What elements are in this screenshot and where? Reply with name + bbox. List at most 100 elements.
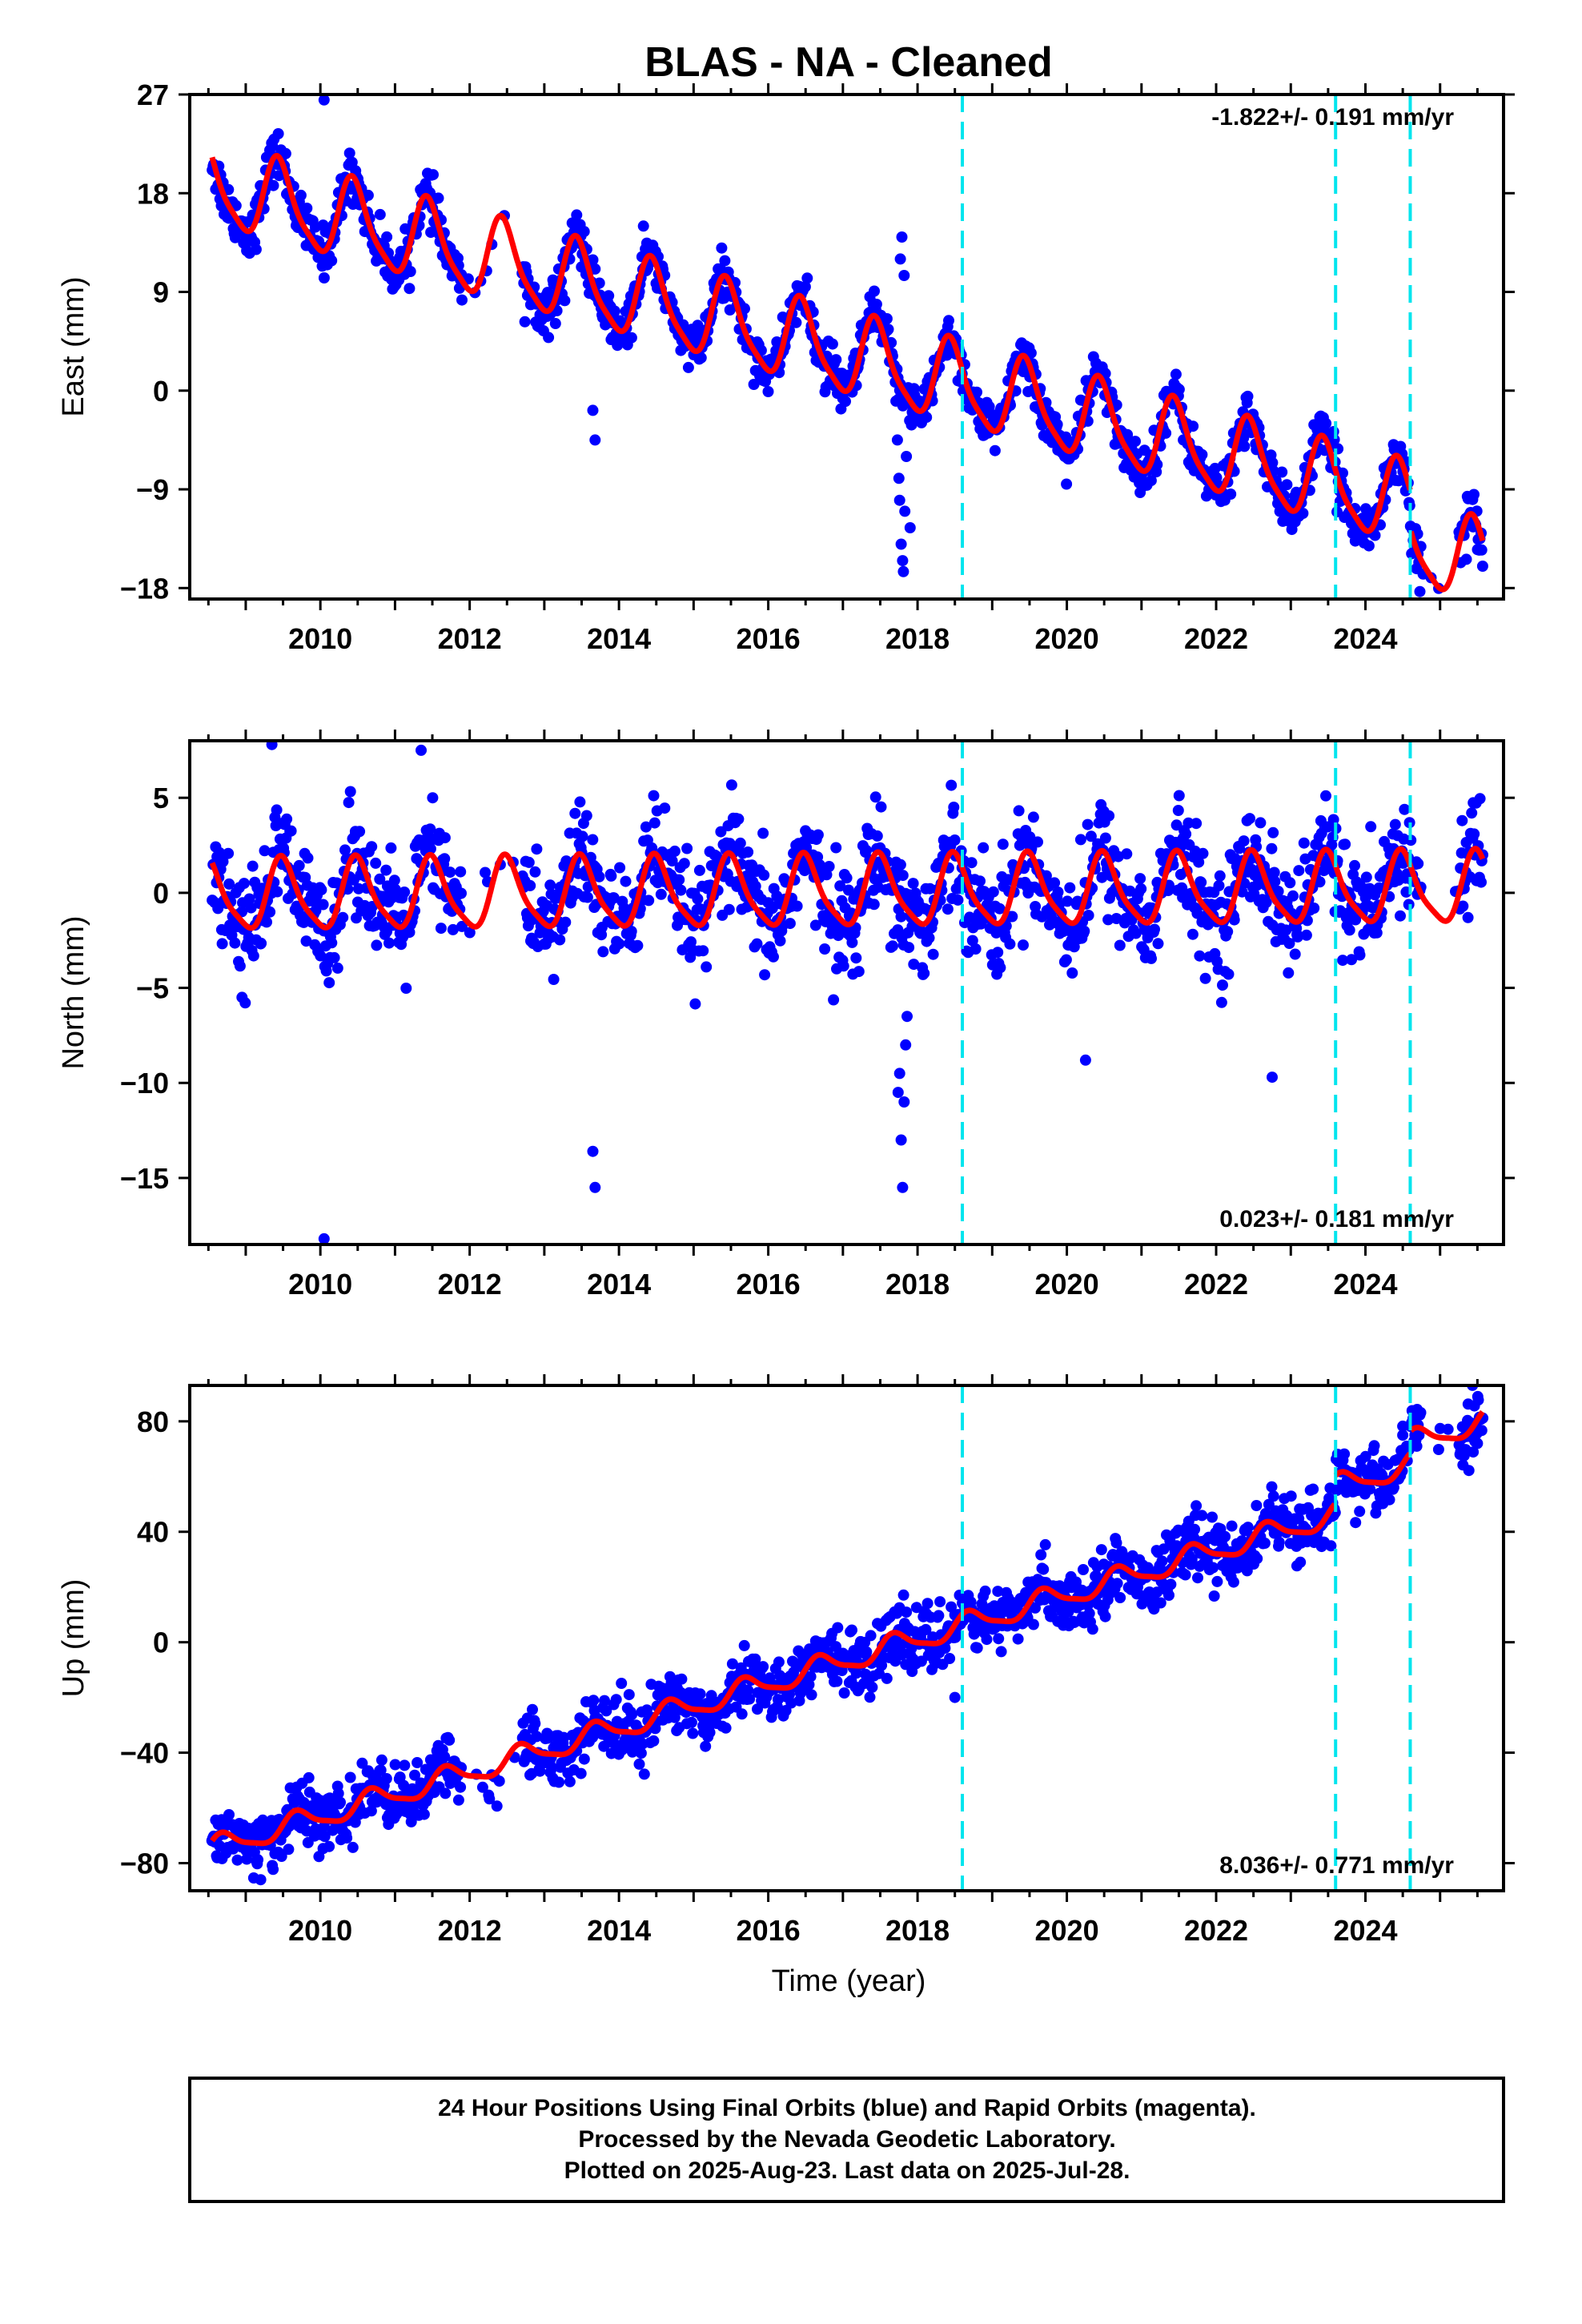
observation-point [315,950,327,962]
outlier-point [891,434,903,446]
observation-point [279,147,291,159]
observation-point [1354,949,1366,961]
observation-point [682,361,694,373]
outlier-point [587,1145,599,1157]
observation-point [704,1727,716,1739]
observation-point [1354,1506,1366,1518]
y-tick-label: 0 [153,877,169,910]
observation-point [1251,1500,1263,1511]
observation-point [865,1630,877,1642]
outlier-point [897,1181,909,1193]
observation-point [356,1757,368,1769]
observation-point [267,179,279,191]
observation-point [974,875,986,887]
observation-point [399,1759,411,1771]
observation-point [214,846,226,858]
observation-point [812,829,824,841]
observation-point [1468,489,1480,501]
observation-point [1082,910,1094,921]
observation-point [838,1687,850,1699]
observation-point [716,242,728,254]
observation-point [1339,1448,1351,1460]
observation-point [907,878,919,890]
observation-point [1213,880,1225,891]
observation-point [772,1694,784,1706]
observation-point [1360,871,1372,883]
observation-point [456,294,468,306]
observation-point [633,1758,645,1770]
x-axis-label: Time (year) [772,1964,926,1998]
observation-point [966,857,978,869]
x-tick-label: 2012 [438,1914,502,1947]
observation-point [1411,1440,1423,1452]
observation-point [317,899,329,911]
observation-point [995,1646,1007,1658]
observation-point [623,1689,635,1701]
observation-point [1192,1572,1203,1584]
observation-point [323,1840,335,1852]
x-tick-label: 2016 [737,622,801,655]
observation-point [1214,870,1226,882]
observation-point [1215,996,1227,1008]
observation-point [734,837,746,849]
observation-point [519,316,531,328]
observation-point [1405,834,1417,846]
observation-point [559,295,571,307]
observation-point [981,1634,993,1646]
velocity-label: 0.023+/- 0.181 mm/yr [1219,1206,1454,1232]
observation-point [1307,1483,1319,1495]
observation-point [1415,1407,1427,1418]
observation-point [809,919,821,931]
observation-point [1189,1523,1201,1535]
observation-point [300,935,312,947]
x-tick-label: 2024 [1333,622,1397,655]
observation-point [870,299,882,310]
observation-point [757,1661,769,1673]
observation-point [346,156,358,168]
observation-point [676,1673,688,1685]
footer-line-1: 24 Hour Positions Using Final Orbits (bl… [438,2095,1256,2121]
outlier-point [901,1011,913,1023]
observation-point [531,1731,543,1743]
observation-point [255,937,267,949]
observation-point [826,338,838,350]
observation-point [272,128,284,139]
observation-point [439,832,451,844]
observation-point [1284,877,1296,889]
x-tick-label: 2012 [438,622,502,655]
observation-point [1170,368,1182,380]
observation-point [543,332,555,344]
observation-point [641,1704,652,1716]
observation-point [842,884,854,896]
observation-point [846,1624,857,1636]
observation-point [1371,927,1383,939]
observation-point [1068,941,1080,953]
observation-point [757,827,769,839]
observation-point [549,318,561,329]
observation-point [365,1805,377,1817]
x-tick-label: 2020 [1035,1268,1099,1301]
x-tick-label: 2014 [587,1914,651,1947]
observation-point [614,862,626,874]
observation-point [564,1775,576,1787]
observation-point [768,951,779,963]
observation-point [666,855,678,866]
observation-point [620,875,632,887]
observation-point [894,858,906,870]
y-tick-label: 27 [137,78,169,111]
observation-point [1399,803,1411,815]
observation-point [578,1753,590,1765]
observation-point [331,962,343,974]
observation-point [687,1727,699,1739]
x-tick-label: 2020 [1035,1914,1099,1947]
observation-point [250,243,262,255]
observation-point [1173,384,1185,396]
observation-point [625,332,637,344]
outlier-point [1397,1429,1409,1441]
outlier-point [895,538,907,550]
observation-point [216,938,228,950]
observation-point [531,843,543,855]
observation-point [523,856,535,868]
observation-point [427,792,439,804]
outlier-point [318,94,330,106]
